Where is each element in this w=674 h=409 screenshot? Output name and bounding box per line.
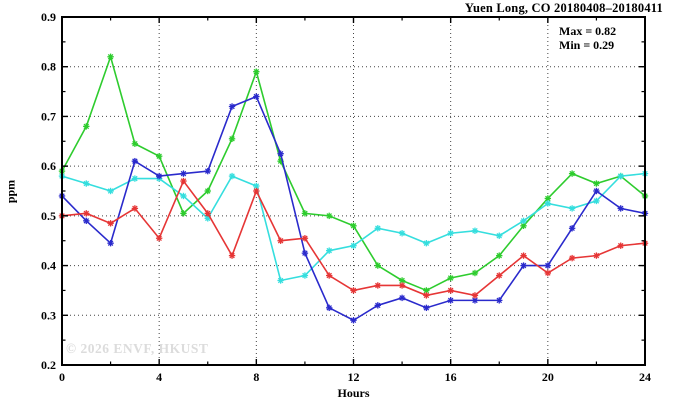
grid-lines <box>62 17 645 365</box>
watermark: © 2026 ENVF, HKUST <box>66 341 209 356</box>
chart-title: Yuen Long, CO 20180408–20180411 <box>464 1 663 15</box>
x-tick-label: 8 <box>253 370 259 384</box>
series-blue <box>58 93 649 324</box>
y-tick-label: 0.5 <box>41 209 56 223</box>
y-tick-label: 0.8 <box>41 60 56 74</box>
x-tick-label: 12 <box>348 370 360 384</box>
series-green <box>58 53 649 294</box>
stats-annotation: Max = 0.82 Min = 0.29 <box>559 24 616 52</box>
y-tick-label: 0.9 <box>41 10 56 24</box>
x-tick-label: 20 <box>542 370 554 384</box>
y-axis-label: ppm <box>3 179 18 204</box>
x-tick-label: 16 <box>445 370 457 384</box>
x-tick-label: 0 <box>59 370 65 384</box>
series-red <box>58 177 649 299</box>
data-series <box>58 53 649 324</box>
y-tick-label: 0.7 <box>41 109 56 123</box>
x-tick-label: 4 <box>156 370 162 384</box>
y-tick-label: 0.6 <box>41 159 56 173</box>
max-value-label: Max = 0.82 <box>559 24 617 38</box>
y-tick-label: 0.3 <box>41 308 56 322</box>
min-value-label: Min = 0.29 <box>559 38 615 52</box>
y-tick-label: 0.4 <box>41 259 56 273</box>
y-tick-label: 0.2 <box>41 358 56 372</box>
tick-labels: 0.2 0.3 0.4 0.5 0.6 0.7 0.8 0.9 0 4 8 12 16 20 24 <box>41 10 651 384</box>
x-tick-label: 24 <box>639 370 651 384</box>
axis-ticks <box>61 16 646 366</box>
x-axis-label: Hours <box>337 386 370 400</box>
